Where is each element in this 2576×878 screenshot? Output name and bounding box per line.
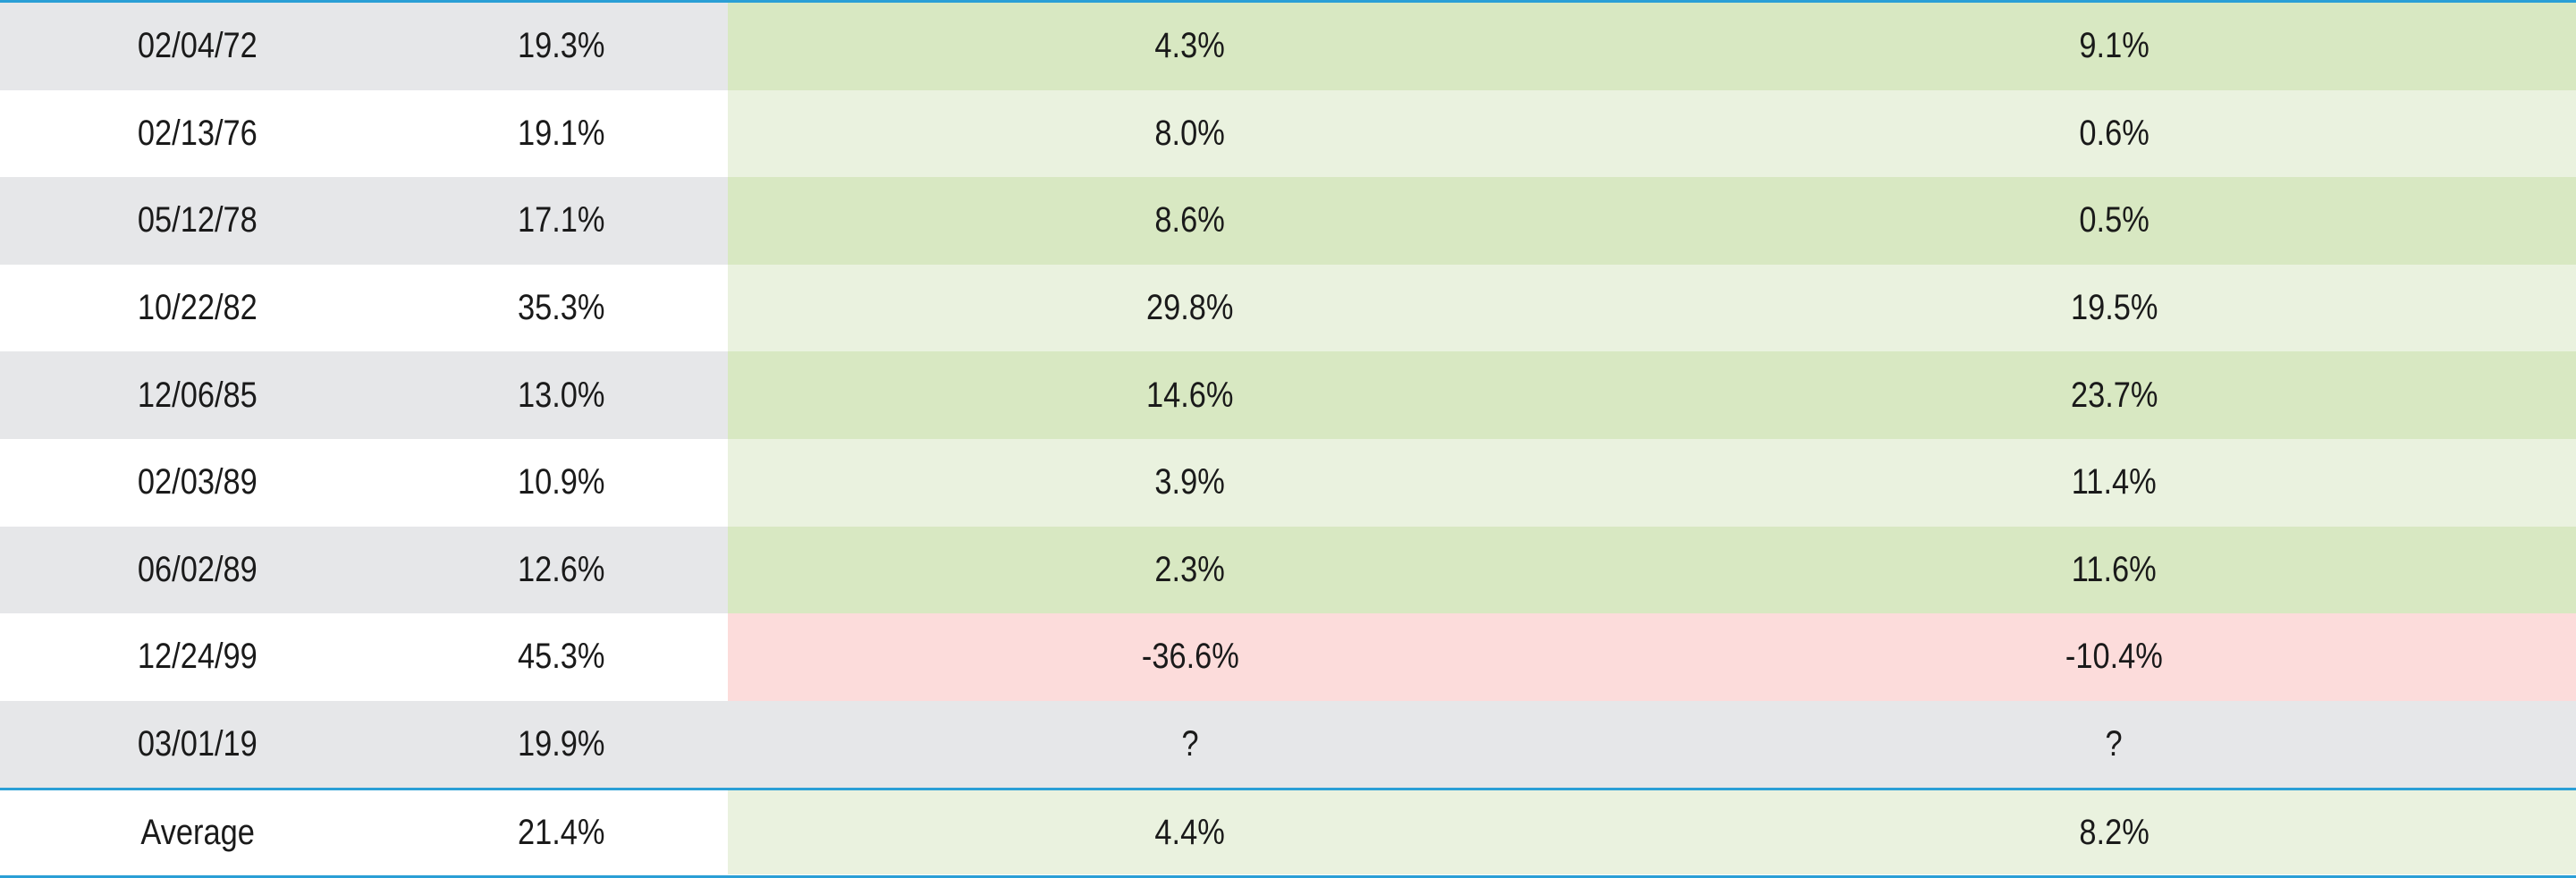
date-cell: 05/12/78	[138, 200, 258, 241]
return-cell-2: 9.1%	[2079, 26, 2149, 66]
average-return-cell-2: 8.2%	[2079, 812, 2149, 852]
average-row: Average 21.4% 4.4% 8.2%	[0, 788, 2576, 875]
date-cell: 06/02/89	[138, 549, 258, 589]
table-row: 02/04/72 19.3% 4.3% 9.1%	[0, 3, 2576, 90]
date-cell: 12/06/85	[138, 375, 258, 415]
gain-cell: 10.9%	[518, 462, 605, 502]
date-cell: 02/04/72	[138, 26, 258, 66]
return-cell-1: 8.0%	[1154, 113, 1226, 153]
date-cell: 03/01/19	[138, 724, 258, 764]
table-row: 03/01/19 19.9% ? ?	[0, 700, 2576, 789]
return-cell-1: 2.3%	[1154, 549, 1226, 589]
table-row: 12/06/85 13.0% 14.6% 23.7%	[0, 351, 2576, 439]
return-cell-1: 3.9%	[1154, 462, 1226, 502]
gain-cell: 19.1%	[518, 113, 605, 153]
return-cell-1: ?	[1181, 724, 1199, 764]
date-cell: 12/24/99	[138, 637, 258, 677]
return-cell-2: 11.4%	[2071, 462, 2157, 502]
table-row: 06/02/89 12.6% 2.3% 11.6%	[0, 526, 2576, 614]
average-label: Average	[140, 812, 255, 852]
return-cell-1: 29.8%	[1146, 288, 1234, 328]
gain-cell: 13.0%	[518, 375, 605, 415]
return-cell-1: 4.3%	[1154, 26, 1226, 66]
return-cell-2: ?	[2105, 724, 2124, 764]
table-row: 02/13/76 19.1% 8.0% 0.6%	[0, 89, 2576, 178]
return-cell-1: 14.6%	[1146, 375, 1234, 415]
return-cell-2: 19.5%	[2070, 288, 2158, 328]
average-gain-cell: 21.4%	[518, 812, 605, 852]
return-cell-2: 23.7%	[2070, 375, 2158, 415]
average-return-cell-1: 4.4%	[1154, 812, 1226, 852]
gain-cell: 35.3%	[518, 288, 605, 328]
return-cell-2: 0.5%	[2079, 200, 2149, 241]
table-row: 12/24/99 45.3% -36.6% -10.4%	[0, 613, 2576, 701]
table-row: 05/12/78 17.1% 8.6% 0.5%	[0, 177, 2576, 265]
date-cell: 02/03/89	[138, 462, 258, 502]
gain-cell: 19.3%	[518, 26, 605, 66]
gain-cell: 17.1%	[518, 200, 605, 241]
table-row: 10/22/82 35.3% 29.8% 19.5%	[0, 264, 2576, 352]
return-cell-2: 11.6%	[2071, 549, 2157, 589]
gain-cell: 45.3%	[518, 637, 605, 677]
return-cell-2: -10.4%	[2065, 637, 2164, 677]
date-cell: 02/13/76	[138, 113, 258, 153]
return-cell-1: -36.6%	[1141, 637, 1239, 677]
table-row: 02/03/89 10.9% 3.9% 11.4%	[0, 438, 2576, 527]
date-cell: 10/22/82	[138, 288, 258, 328]
return-cell-1: 8.6%	[1154, 200, 1226, 241]
gain-cell: 19.9%	[518, 724, 605, 764]
return-cell-2: 0.6%	[2079, 113, 2149, 153]
gain-cell: 12.6%	[518, 549, 605, 589]
